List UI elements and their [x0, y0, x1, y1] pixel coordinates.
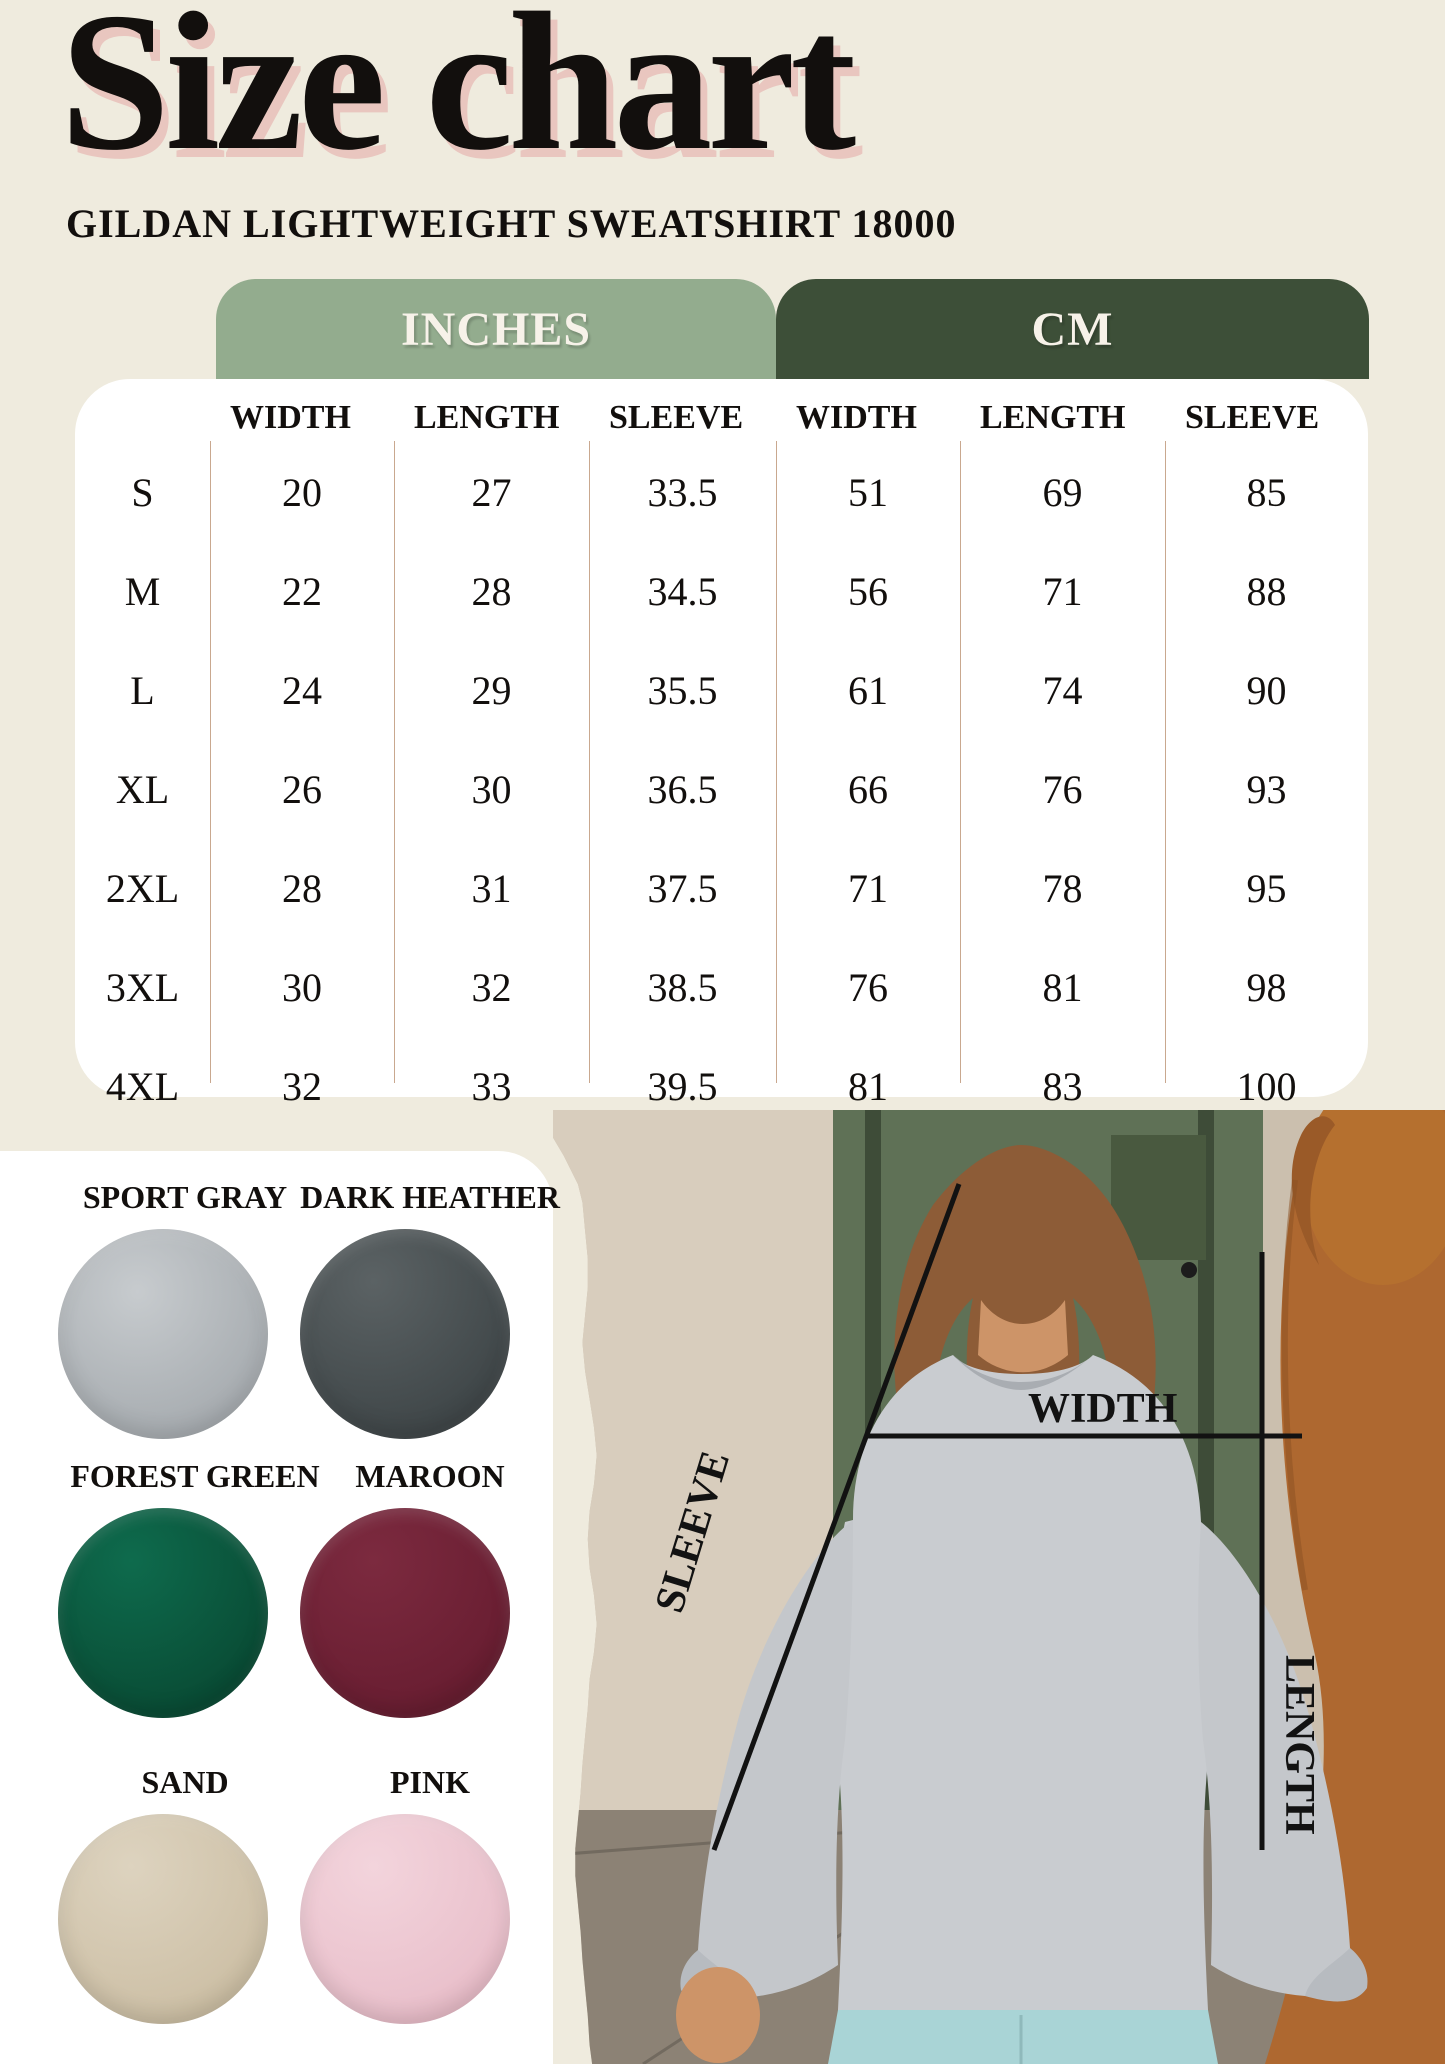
svg-text:WIDTH: WIDTH: [1028, 1386, 1177, 1432]
svg-text:LENGTH: LENGTH: [1276, 1655, 1322, 1835]
